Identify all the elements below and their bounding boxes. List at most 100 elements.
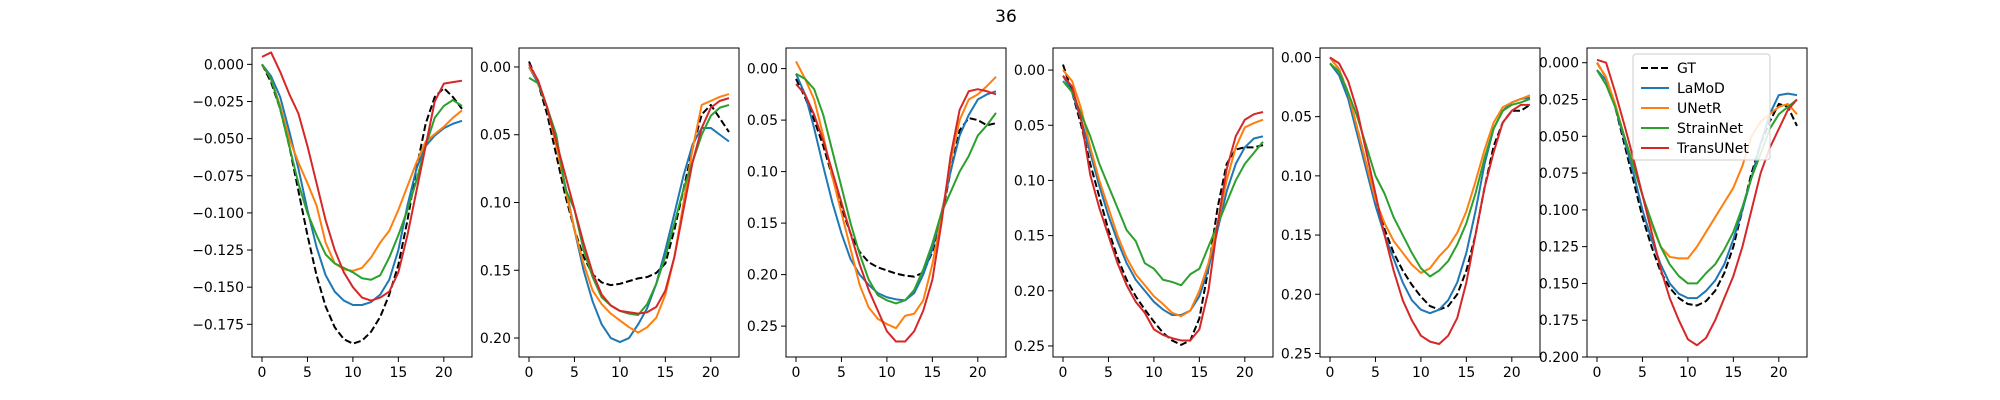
- series-line-transunet: [261, 51, 463, 302]
- series-line-strainnet: [261, 63, 463, 281]
- figure-title: 36: [995, 7, 1017, 27]
- y-tick-label: 0.20: [1014, 284, 1045, 300]
- x-tick-label: 20: [1503, 365, 1521, 381]
- y-tick-label: −0.150: [192, 280, 244, 296]
- y-tick-label: −0.050: [192, 132, 244, 148]
- series-lines: [528, 61, 730, 344]
- x-tick-label: 20: [702, 365, 720, 381]
- y-tick-label: 0.075: [1539, 166, 1579, 182]
- x-tick-label: 10: [344, 365, 362, 381]
- x-tick-label: 0: [1326, 365, 1335, 381]
- subplot-5: 0 5 10 15 20 0.00 0.05 0.10 0.15 0.20 0.25: [1281, 47, 1541, 381]
- legend: GT LaMoD UNetR StrainNet TransUNet: [1632, 53, 1771, 161]
- y-tick-label: 0.05: [1281, 110, 1312, 126]
- axes-frame: [1319, 47, 1541, 358]
- y-tick-label: 0.25: [1281, 346, 1312, 362]
- subplot-1: 0 5 10 15 20 0.000 −0.025 −0.050 −0.075 −0.100 −0.…: [192, 47, 473, 381]
- y-tick-label: 0.000: [204, 57, 244, 73]
- x-tick-label: 10: [1412, 365, 1430, 381]
- axes-frame: [251, 47, 473, 358]
- y-tick-label: 0.100: [1539, 203, 1579, 219]
- y-tick-label: 0.10: [1281, 169, 1312, 185]
- series-line-unetr: [795, 60, 997, 330]
- y-tick-label: 0.20: [480, 331, 511, 347]
- series-line-gt: [1062, 64, 1264, 346]
- series-line-gt: [1329, 56, 1531, 311]
- x-tick-label: 20: [969, 365, 987, 381]
- y-tick-label: 0.25: [747, 319, 778, 335]
- y-tick-label: 0.150: [1539, 276, 1579, 292]
- series-line-transunet: [795, 83, 997, 343]
- y-tick-label: −0.075: [192, 169, 244, 185]
- x-tick-label: 15: [923, 365, 941, 381]
- y-tick-label: 0.05: [747, 113, 778, 129]
- series-line-unetr: [261, 63, 463, 272]
- series-line-lamod: [528, 66, 730, 344]
- series-line-unetr: [1329, 56, 1531, 274]
- series-line-gt: [1596, 62, 1798, 307]
- y-tick-label: 0.050: [1539, 129, 1579, 145]
- y-tick-label: 0.00: [1281, 50, 1312, 66]
- series-line-transunet: [1596, 58, 1798, 347]
- x-tick-label: 15: [389, 365, 407, 381]
- y-tick-label: 0.15: [1014, 229, 1045, 245]
- series-line-transunet: [528, 63, 730, 315]
- x-tick-label: 10: [1679, 365, 1697, 381]
- y-tick-label: 0.05: [1014, 118, 1045, 134]
- series-line-lamod: [1062, 75, 1264, 317]
- axes-frame: [518, 47, 740, 358]
- y-tick-label: −0.100: [192, 206, 244, 222]
- y-tick-label: 0.125: [1539, 240, 1579, 256]
- x-tick-label: 20: [1770, 365, 1788, 381]
- series-line-gt: [261, 63, 463, 345]
- panels: 0 5 10 15 200.000−0.025−0.050−0.075−0.100−0.…: [192, 47, 1808, 381]
- series-lines: [1062, 64, 1264, 346]
- x-tick-label: 0: [1593, 365, 1602, 381]
- series-line-strainnet: [1329, 62, 1531, 278]
- y-tick-label: 0.15: [480, 263, 511, 279]
- subplot-3: 0 5 10 15 20 0.00 0.05 0.10 0.15 0.20 0.25: [747, 47, 1007, 381]
- y-tick-label: 0.10: [1014, 173, 1045, 189]
- y-tick-label: 0.000: [1539, 56, 1579, 72]
- series-line-transunet: [1062, 74, 1264, 342]
- x-tick-label: 5: [837, 365, 846, 381]
- series-line-lamod: [795, 73, 997, 302]
- series-lines: [1329, 56, 1531, 345]
- axes-frame: [785, 47, 1007, 358]
- series-lines: [261, 51, 463, 345]
- y-tick-label: 0.20: [747, 268, 778, 284]
- x-tick-label: 0: [1059, 365, 1068, 381]
- x-tick-label: 10: [1145, 365, 1163, 381]
- subplot-4: 0 5 10 15 20 0.00 0.05 0.10 0.15 0.20 0.25: [1014, 47, 1274, 381]
- x-tick-label: 20: [1236, 365, 1254, 381]
- legend-label-transunet: TransUNet: [1676, 141, 1749, 157]
- y-tick-label: −0.025: [192, 94, 244, 110]
- x-tick-label: 10: [878, 365, 896, 381]
- legend-label-unetr: UNetR: [1677, 101, 1722, 117]
- series-line-gt: [528, 61, 730, 287]
- x-tick-label: 15: [1724, 365, 1742, 381]
- x-tick-label: 0: [525, 365, 534, 381]
- x-tick-label: 5: [1104, 365, 1113, 381]
- y-tick-label: 0.15: [1281, 228, 1312, 244]
- series-line-unetr: [528, 66, 730, 334]
- legend-label-lamod: LaMoD: [1677, 81, 1725, 97]
- x-tick-label: 15: [656, 365, 674, 381]
- series-line-transunet: [1329, 56, 1530, 345]
- subplot-2: 0 5 10 15 20 0.00 0.05 0.10 0.15 0.20: [480, 47, 740, 381]
- y-tick-label: 0.200: [1539, 350, 1579, 366]
- y-tick-label: −0.175: [192, 317, 244, 333]
- y-tick-label: 0.10: [480, 196, 511, 212]
- axes-frame: [1052, 47, 1274, 358]
- y-tick-label: −0.125: [192, 243, 244, 259]
- x-tick-label: 5: [1638, 365, 1647, 381]
- y-tick-label: 0.025: [1539, 93, 1579, 109]
- legend-label-strainnet: StrainNet: [1677, 121, 1744, 137]
- x-tick-label: 0: [792, 365, 801, 381]
- x-tick-label: 15: [1457, 365, 1475, 381]
- y-tick-label: 0.00: [480, 60, 511, 76]
- x-tick-label: 5: [303, 365, 312, 381]
- x-tick-label: 20: [435, 365, 453, 381]
- y-tick-label: 0.00: [747, 62, 778, 78]
